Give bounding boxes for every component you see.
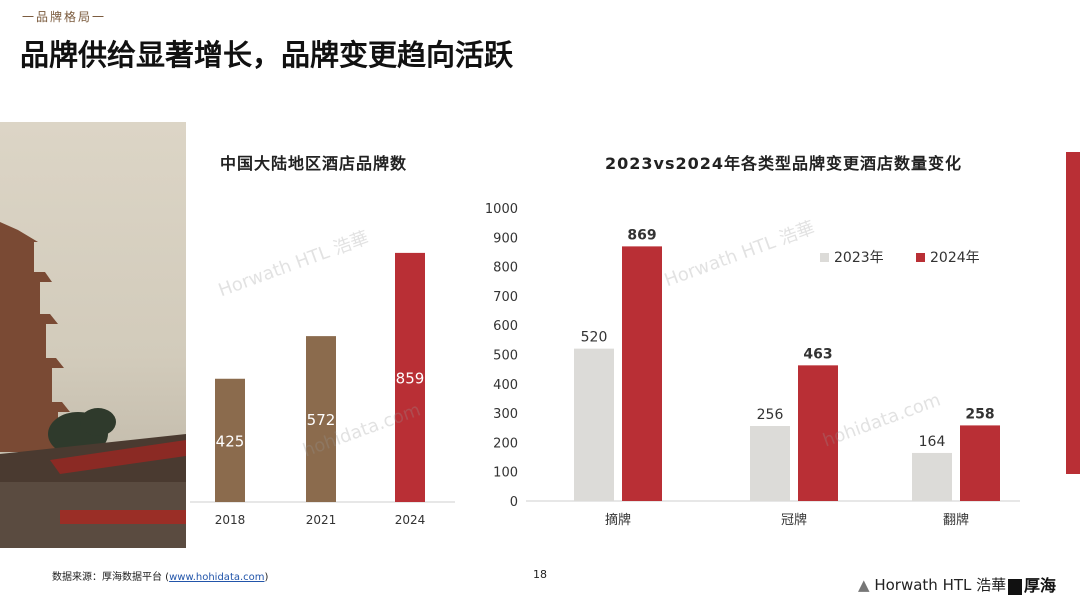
- chart2-y-tick-label: 0: [510, 495, 518, 510]
- chart1-bar-2021: [306, 336, 336, 502]
- chart1-value-label: 425: [216, 432, 245, 450]
- chart1-value-label: 859: [396, 369, 425, 387]
- source-label: 数据来源：厚海数据平台 (: [52, 572, 170, 583]
- chart2-bar-2023年-摘牌: [574, 348, 614, 501]
- chart2-y-tick-label: 500: [493, 349, 518, 364]
- chart1-bar-2018: [215, 378, 245, 502]
- chart2-legend-label: 2024年: [930, 250, 980, 266]
- chart2-bar-2024年-冠牌: [798, 365, 838, 501]
- horwath-logo: ▲ Horwath HTL 浩華: [858, 574, 1006, 595]
- chart2-title: 2023vs2024年各类型品牌变更酒店数量变化: [605, 154, 963, 173]
- hohi-logo-icon: [1008, 578, 1022, 595]
- chart2-y-tick-label: 900: [493, 231, 518, 246]
- chart2-value-label: 256: [757, 407, 784, 423]
- chart2-legend-swatch: [820, 253, 829, 262]
- chart2-legend-swatch: [916, 253, 925, 262]
- chart2-bar-2023年-翻牌: [912, 452, 952, 501]
- chart2-value-label: 463: [803, 346, 832, 362]
- chart2-y-tick-label: 300: [493, 407, 518, 422]
- horwath-logo-text: Horwath HTL 浩華: [874, 576, 1007, 594]
- chart2-value-label: 869: [627, 227, 656, 243]
- source-close: ): [264, 572, 269, 583]
- section-tag: 一品牌格局一: [22, 10, 107, 24]
- chart2-category-label: 翻牌: [943, 512, 969, 528]
- chart1-category-label: 2021: [306, 513, 337, 527]
- chart2-y-tick-label: 100: [493, 466, 518, 481]
- chart2-bar-2024年-翻牌: [960, 425, 1000, 501]
- source-link[interactable]: www.hohidata.com: [169, 572, 265, 583]
- chart2-y-tick-label: 700: [493, 290, 518, 305]
- chart2-y-tick-label: 200: [493, 436, 518, 451]
- source-note: 数据来源：厚海数据平台 (www.hohidata.com): [52, 568, 268, 583]
- chart2-value-label: 164: [919, 434, 946, 450]
- chart2-category-label: 摘牌: [605, 512, 631, 528]
- chart2-y-tick-label: 1000: [485, 202, 518, 217]
- chart1-category-label: 2018: [215, 513, 246, 527]
- chart1-value-label: 572: [307, 411, 336, 429]
- chart1-hotel-brand-count: 425 2018 572 2021 859 2024: [190, 252, 455, 527]
- page-number: 18: [533, 568, 547, 581]
- chart2-y-tick-label: 800: [493, 261, 518, 276]
- chart2-bar-2023年-冠牌: [750, 425, 790, 501]
- chart1-bar-2024: [395, 252, 425, 502]
- chart2-value-label: 258: [965, 406, 994, 422]
- hohi-logo-text: 厚海: [1024, 576, 1057, 595]
- chart2-brand-change-comparison: 0 100 200 300 400 500 600 700 800 900 1000 520 869 摘牌…: [485, 202, 1020, 528]
- chart2-value-label: 520: [581, 330, 608, 346]
- pagoda-photo: [0, 122, 186, 548]
- horwath-triangle-icon: ▲: [858, 576, 870, 594]
- chart2-y-tick-label: 600: [493, 319, 518, 334]
- chart2-category-label: 冠牌: [781, 512, 807, 528]
- chart2-legend-label: 2023年: [834, 250, 884, 266]
- hohi-logo: 厚海: [1008, 572, 1056, 596]
- chart2-bar-2024年-摘牌: [622, 246, 662, 501]
- page-title: 品牌供给显著增长，品牌变更趋向活跃: [20, 38, 514, 72]
- chart2-y-tick-label: 400: [493, 378, 518, 393]
- red-accent-strip: [1066, 152, 1080, 474]
- chart1-category-label: 2024: [395, 513, 426, 527]
- chart1-title: 中国大陆地区酒店品牌数: [220, 154, 408, 173]
